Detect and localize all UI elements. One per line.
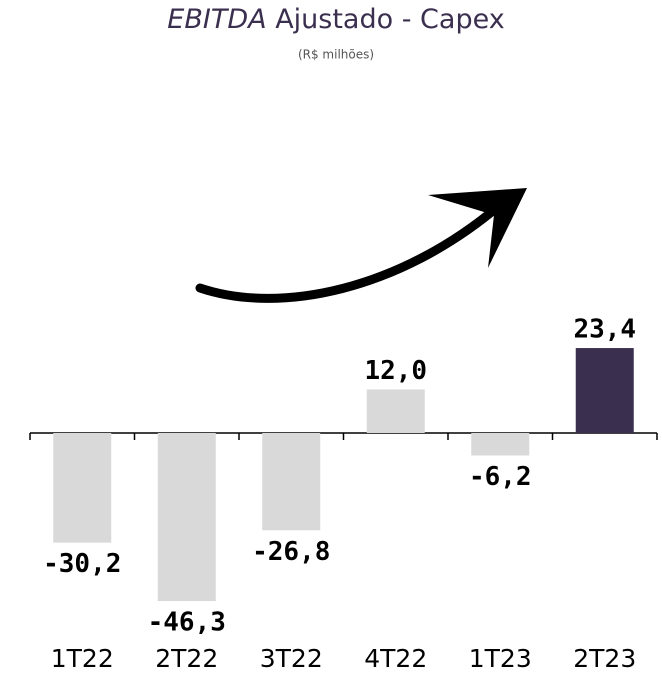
bar	[366, 389, 425, 433]
bar	[262, 433, 321, 531]
trend-arrow	[195, 188, 527, 303]
x-tick-label: 3T22	[260, 644, 323, 673]
x-tick-label: 2T22	[155, 644, 218, 673]
data-label: -6,2	[469, 462, 532, 492]
x-tick-label: 4T22	[364, 644, 427, 673]
bar	[53, 433, 112, 543]
data-label: -46,3	[148, 608, 226, 638]
bar	[471, 433, 530, 456]
chart-title: EBITDA Ajustado - Capex	[167, 4, 504, 35]
x-tick-label: 1T23	[469, 644, 532, 673]
data-label: -30,2	[43, 549, 121, 579]
data-label: -26,8	[252, 537, 330, 567]
x-tick-label: 2T23	[573, 644, 636, 673]
bar	[157, 433, 216, 602]
bar	[575, 348, 634, 433]
chart-subtitle: (R$ milhões)	[298, 48, 374, 62]
data-label: 12,0	[364, 356, 427, 386]
x-tick-label: 1T22	[51, 644, 114, 673]
data-label: 23,4	[573, 315, 636, 345]
